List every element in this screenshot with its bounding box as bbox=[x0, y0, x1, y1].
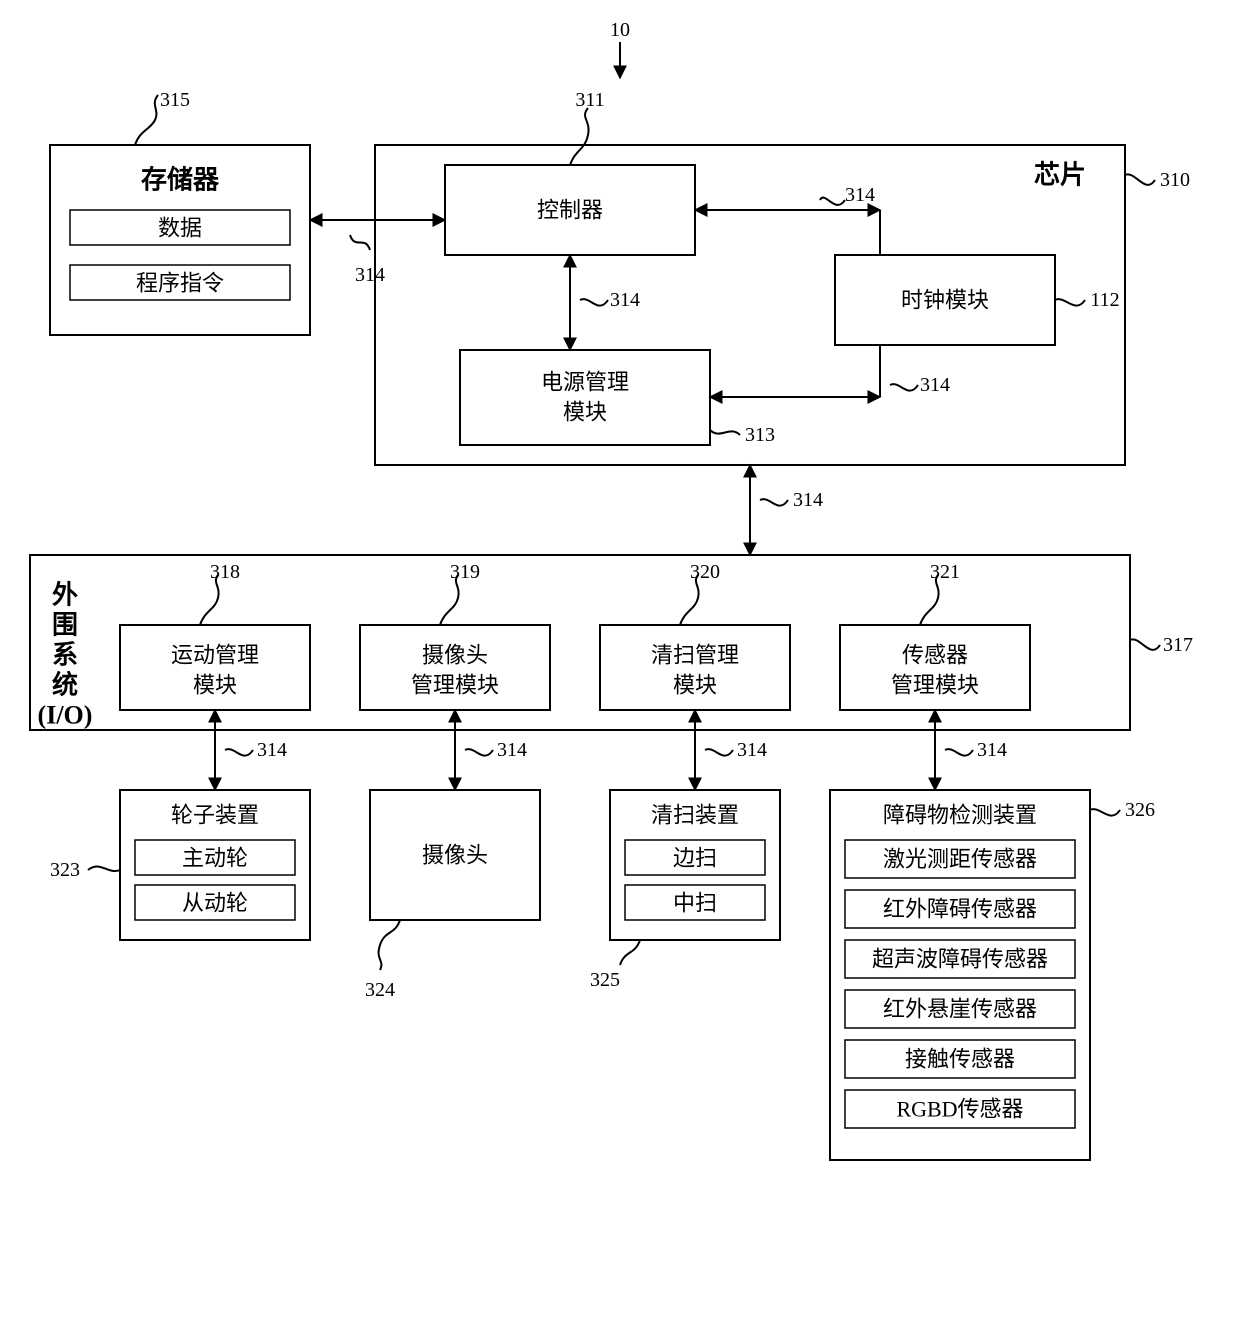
periph-title-4: (I/O) bbox=[38, 701, 93, 730]
clean-ref: 325 bbox=[590, 969, 620, 991]
camera-ref: 324 bbox=[365, 979, 395, 1001]
power-label-1: 电源管理 bbox=[541, 370, 629, 395]
peripheral-system: 外 围 系 统 (I/O) 317 运动管理 模块 318 摄像头 管理模块 3… bbox=[30, 555, 1193, 730]
power-label-2: 模块 bbox=[563, 400, 607, 425]
mod1-l2: 管理模块 bbox=[411, 673, 499, 698]
chip-title: 芯片 bbox=[1034, 161, 1086, 190]
mod0-l2: 模块 bbox=[193, 673, 237, 698]
clock-label: 时钟模块 bbox=[901, 288, 989, 313]
mod1-ref: 319 bbox=[450, 561, 480, 583]
mod2-ref: 320 bbox=[690, 561, 720, 583]
periph-title-2: 系 bbox=[52, 641, 78, 670]
bus-ref-mem: 314 bbox=[355, 264, 385, 286]
wheel-ref: 323 bbox=[50, 859, 80, 881]
periph-title-0: 外 bbox=[52, 581, 78, 610]
obs-item-0: 激光测距传感器 bbox=[883, 847, 1037, 872]
obs-item-4: 接触传感器 bbox=[905, 1047, 1015, 1072]
memory-item-0: 数据 bbox=[158, 216, 202, 241]
mod0-ref: 318 bbox=[210, 561, 240, 583]
clock-ref: 112 bbox=[1090, 289, 1119, 311]
wheel-item-0: 主动轮 bbox=[182, 846, 248, 871]
power-ref: 313 bbox=[745, 424, 775, 446]
clean-item-0: 边扫 bbox=[673, 846, 717, 871]
controller-label: 控制器 bbox=[537, 198, 603, 223]
bus-ref-3: 314 bbox=[920, 374, 950, 396]
obstacle-title: 障碍物检测装置 bbox=[883, 803, 1037, 828]
clean-item-1: 中扫 bbox=[673, 891, 717, 916]
bus-ref-d3: 314 bbox=[977, 739, 1007, 761]
wheel-item-1: 从动轮 bbox=[182, 891, 248, 916]
bus-ref-2: 314 bbox=[610, 289, 640, 311]
bus-ref-d0: 314 bbox=[257, 739, 287, 761]
mod2-l2: 模块 bbox=[673, 673, 717, 698]
obstacle-device: 障碍物检测装置 激光测距传感器 红外障碍传感器 超声波障碍传感器 红外悬崖传感器… bbox=[830, 790, 1155, 1160]
obs-item-1: 红外障碍传感器 bbox=[883, 897, 1037, 922]
bus-ref-1: 314 bbox=[845, 184, 875, 206]
chip-block: 芯片 310 控制器 311 时钟模块 112 电源管理 模块 313 314 … bbox=[375, 89, 1190, 465]
controller-ref: 311 bbox=[575, 89, 604, 111]
memory-title: 存储器 bbox=[141, 165, 220, 195]
mod3-l2: 管理模块 bbox=[891, 673, 979, 698]
wheel-device: 轮子装置 主动轮 从动轮 323 bbox=[50, 790, 310, 940]
bus-ref-periph: 314 bbox=[793, 489, 823, 511]
periph-title-3: 统 bbox=[52, 670, 78, 700]
mod0-l1: 运动管理 bbox=[171, 643, 259, 668]
obs-item-2: 超声波障碍传感器 bbox=[872, 947, 1048, 972]
periph-ref: 317 bbox=[1163, 634, 1193, 656]
clean-title: 清扫装置 bbox=[651, 803, 739, 828]
diagram-canvas: 10 存储器 数据 程序指令 315 芯片 310 控制器 311 时钟模块 1… bbox=[0, 0, 1240, 1321]
obstacle-ref: 326 bbox=[1125, 799, 1155, 821]
obs-item-3: 红外悬崖传感器 bbox=[883, 997, 1037, 1022]
memory-ref: 315 bbox=[160, 89, 190, 111]
periph-title-1: 围 bbox=[52, 611, 78, 640]
bus-ref-d2: 314 bbox=[737, 739, 767, 761]
top-ref: 10 bbox=[610, 19, 630, 41]
memory-block: 存储器 数据 程序指令 315 bbox=[50, 89, 310, 335]
obs-item-5: RGBD传感器 bbox=[896, 1097, 1023, 1122]
memory-item-1: 程序指令 bbox=[136, 271, 224, 296]
wheel-title: 轮子装置 bbox=[171, 803, 259, 828]
mod2-l1: 清扫管理 bbox=[651, 643, 739, 668]
chip-ref: 310 bbox=[1160, 169, 1190, 191]
mod3-ref: 321 bbox=[930, 561, 960, 583]
mod3-l1: 传感器 bbox=[902, 643, 968, 668]
bus-ref-d1: 314 bbox=[497, 739, 527, 761]
camera-title: 摄像头 bbox=[422, 843, 488, 868]
mod1-l1: 摄像头 bbox=[422, 643, 488, 668]
camera-device: 摄像头 324 bbox=[365, 790, 540, 1001]
clean-device: 清扫装置 边扫 中扫 325 bbox=[590, 790, 780, 991]
